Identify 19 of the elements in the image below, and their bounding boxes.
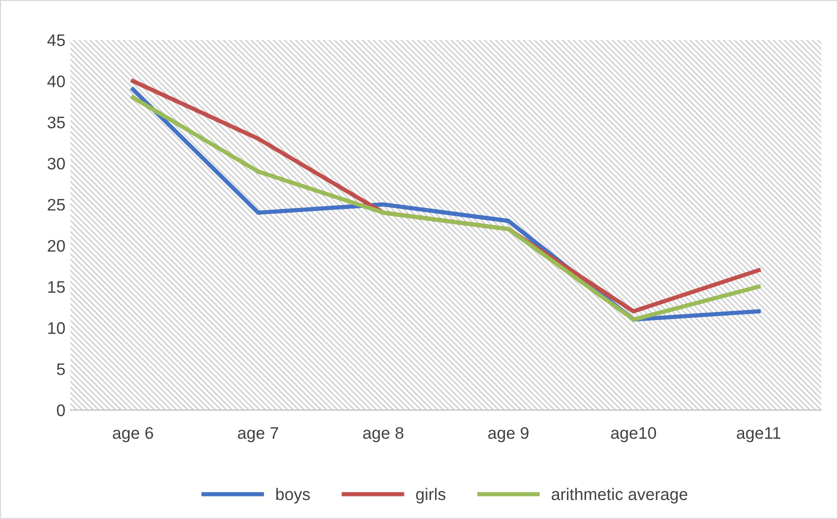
y-tick-label: 0 — [56, 404, 65, 416]
x-tick-label: age11 — [736, 427, 780, 442]
y-tick-label: 45 — [47, 34, 65, 46]
x-tick-label: age 9 — [488, 427, 528, 442]
y-tick-label: 5 — [56, 363, 65, 376]
x-tick-label: age 6 — [112, 427, 154, 442]
x-tick-label: age 8 — [363, 427, 404, 442]
legend-label: boys — [276, 488, 310, 504]
y-tick-label: 25 — [48, 198, 65, 211]
y-tick-label: 40 — [47, 75, 65, 88]
legend-label: girls — [416, 488, 446, 504]
y-tick-label: 30 — [48, 158, 65, 170]
x-tick-label: age 7 — [238, 427, 278, 442]
x-tick-label: age10 — [611, 427, 656, 442]
y-tick-label: 10 — [48, 322, 65, 334]
y-tick-label: 20 — [48, 240, 65, 252]
legend-label: arithmetic average — [552, 488, 688, 504]
y-tick-label: 35 — [48, 116, 65, 128]
y-tick-label: 15 — [48, 281, 65, 293]
